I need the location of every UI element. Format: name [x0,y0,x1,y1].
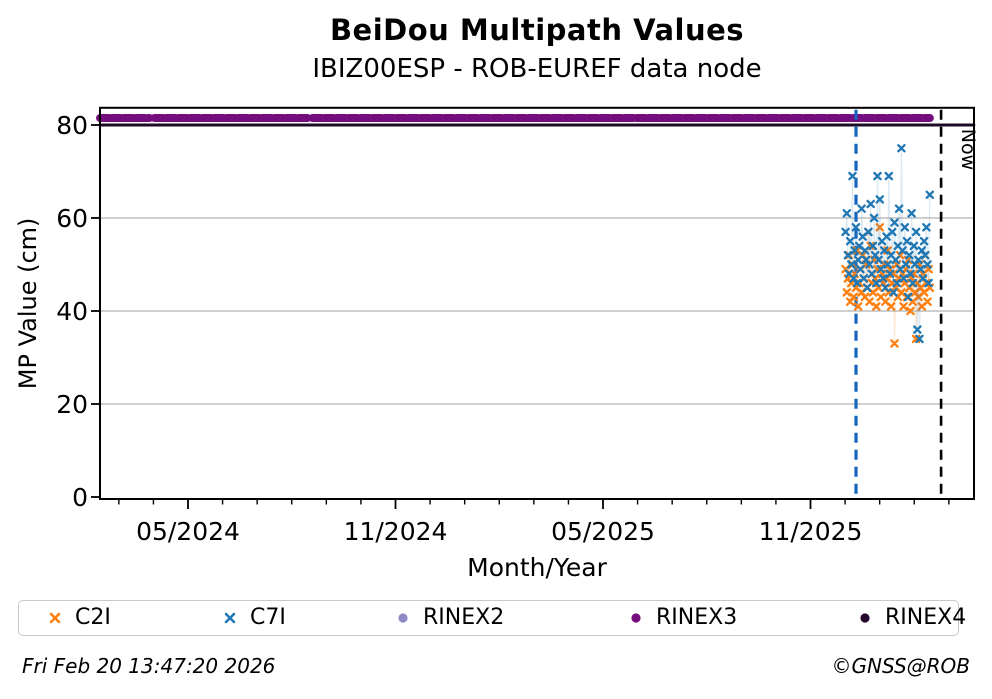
plot-frame [99,106,975,500]
rinex4-marker-icon [860,612,870,623]
legend-label: RINEX2 [423,605,505,630]
x-tick-label: 05/2025 [551,517,655,546]
legend-item-rinex3[interactable]: RINEX3 [628,601,737,634]
legend-label: RINEX4 [885,605,967,630]
legend-label: RINEX3 [656,605,738,630]
legend-label: C7I [250,605,286,630]
legend-item-c7i[interactable]: C7I [222,601,286,634]
chart-subtitle: IBIZ00ESP - ROB-EUREF data node [312,54,762,85]
x-tick-label: 11/2025 [759,517,863,546]
rinex3-marker-icon [631,612,641,623]
c7i-marker-icon [224,612,236,623]
chart-legend: C2I C7I RINEX2 RINEX3 RINEX4 [18,600,966,636]
y-axis-label: MP Value (cm) [14,218,42,390]
chart-footer: Fri Feb 20 13:47:20 2026 ©GNSS@ROB [22,654,970,678]
rinex2-marker-icon [398,612,408,623]
x-tick-label: 05/2024 [136,517,240,546]
c2i-marker-icon [49,612,61,623]
y-tick-label: 60 [56,204,88,233]
y-tick-label: 40 [56,297,88,326]
footer-credit: ©GNSS@ROB [831,654,971,678]
legend-item-rinex4[interactable]: RINEX4 [857,601,966,634]
chart-header: BeiDou Multipath Values IBIZ00ESP - ROB-… [100,0,974,84]
legend-label: C2I [75,605,111,630]
legend-item-rinex2[interactable]: RINEX2 [395,601,504,634]
y-tick-label: 80 [56,111,88,140]
x-tick-label: 11/2024 [344,517,448,546]
x-axis-label: Month/Year [467,553,607,582]
c7i-markers [841,144,935,344]
footer-timestamp: Fri Feb 20 13:47:20 2026 [22,654,276,678]
chart-canvas: Now 0 20 40 60 80 05/2024 11/2024 05/2025 11/2025… [14,106,979,582]
legend-item-c2i[interactable]: C2I [47,601,111,634]
chart-title: BeiDou Multipath Values [329,13,745,47]
y-tick-label: 20 [56,390,88,419]
y-tick-label: 0 [72,483,88,512]
now-label: Now [957,129,979,170]
